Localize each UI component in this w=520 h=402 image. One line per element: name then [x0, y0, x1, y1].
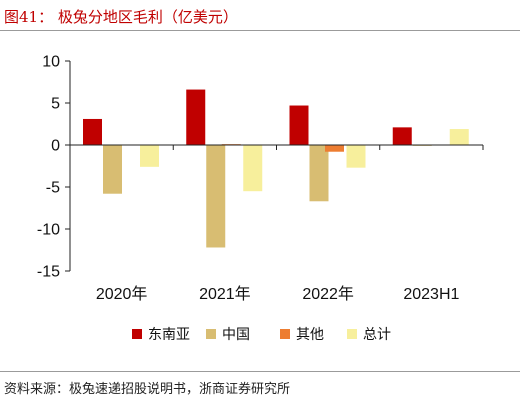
top-rule — [0, 30, 520, 31]
bar-4-1 — [140, 145, 159, 167]
legend-swatch-4 — [347, 329, 357, 339]
x-category-label: 2020年 — [96, 285, 148, 303]
legend-swatch-1 — [132, 329, 142, 339]
bar-4-3 — [346, 145, 366, 168]
y-tick-label: 5 — [51, 96, 60, 113]
legend-label-3: 其他 — [296, 327, 324, 343]
legend-swatch-2 — [206, 329, 216, 339]
legend-label-1: 东南亚 — [148, 327, 190, 343]
bottom-rule — [0, 371, 520, 372]
x-category-label: 2021年 — [199, 285, 251, 303]
x-category-label: 2023H1 — [403, 286, 459, 303]
bar-4-4 — [449, 129, 469, 145]
x-category-label: 2022年 — [302, 285, 354, 303]
bar-1-3 — [289, 105, 309, 145]
y-tick-label: 10 — [42, 54, 60, 71]
bar-1-4 — [392, 127, 412, 145]
bar-1-1 — [83, 118, 102, 145]
legend-label-2: 中国 — [222, 327, 250, 343]
y-tick-label: -10 — [37, 222, 60, 239]
bar-2-1 — [103, 145, 122, 194]
bar-2-3 — [309, 145, 329, 202]
y-tick-label: -5 — [46, 180, 60, 197]
y-tick-label: -15 — [37, 264, 60, 281]
bar-2-2 — [206, 145, 226, 248]
y-tick-label: 0 — [51, 138, 60, 155]
source-note: 资料来源：极兔速递招股说明书，浙商证券研究所 — [4, 382, 291, 397]
bar-4-2 — [243, 145, 263, 192]
bar-1-2 — [186, 89, 206, 145]
legend-label-4: 总计 — [363, 327, 391, 343]
bar-3-3 — [325, 145, 344, 152]
legend-swatch-3 — [280, 329, 290, 339]
figure-title: 图41： 极兔分地区毛利（亿美元） — [4, 8, 238, 26]
bar-chart: 10 5 0 -5 -10 -15 2020年 2021年 2022年 2023H1 东南亚 中国 其他… — [37, 54, 484, 343]
